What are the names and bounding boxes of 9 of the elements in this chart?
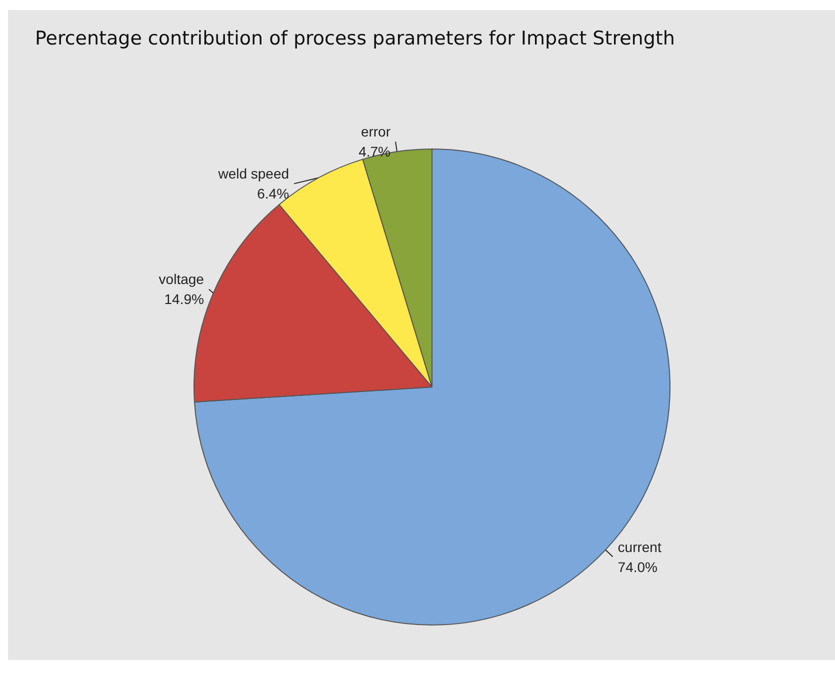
slice-label: weld speed: [217, 166, 290, 182]
data-label: 4.7%: [358, 144, 391, 160]
slice-label: current: [618, 538, 662, 555]
chart-title: Percentage contribution of process parameters for Impact Strength: [35, 28, 675, 50]
slice-label: error: [360, 124, 391, 140]
data-label: 6.4%: [257, 186, 290, 202]
data-label: 14.9%: [164, 291, 204, 308]
data-label: 74.0%: [618, 558, 658, 575]
slice-label: voltage: [158, 271, 204, 288]
